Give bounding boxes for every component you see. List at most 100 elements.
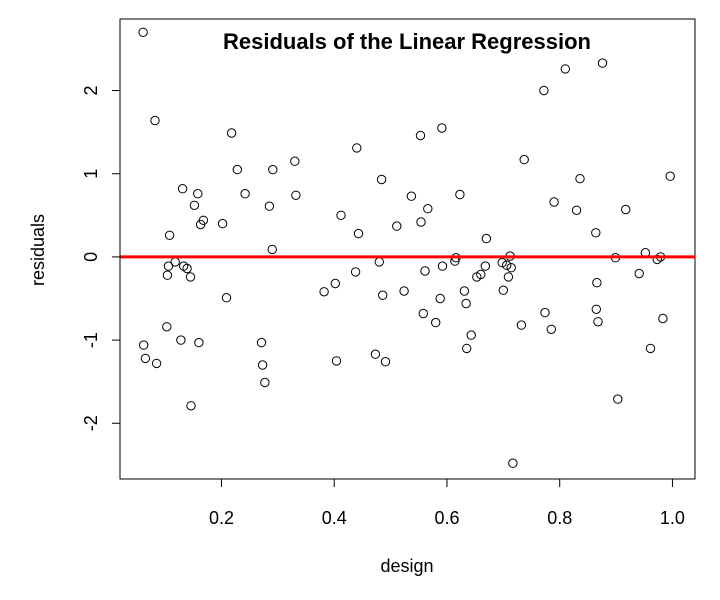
- data-point: [575, 174, 585, 184]
- data-point: [392, 221, 402, 231]
- data-point: [140, 353, 151, 364]
- data-point: [189, 200, 200, 211]
- data-point: [455, 189, 465, 200]
- data-point: [179, 261, 189, 271]
- data-point: [380, 357, 391, 367]
- data-point: [221, 293, 232, 303]
- data-point: [416, 217, 426, 227]
- data-point: [437, 261, 448, 271]
- data-point: [462, 343, 472, 354]
- data-point: [480, 261, 490, 271]
- data-point: [540, 307, 550, 318]
- y-tick-label: 0: [81, 252, 101, 262]
- data-point: [138, 27, 148, 37]
- data-point: [406, 191, 417, 201]
- data-point: [592, 278, 602, 288]
- data-point: [336, 210, 346, 221]
- x-axis: 0.2 0.4 0.6 0.8 1.0: [209, 478, 685, 528]
- data-point: [170, 257, 180, 267]
- data-point: [370, 349, 381, 359]
- x-tick-label: 0.4: [322, 508, 347, 528]
- data-point: [164, 230, 175, 241]
- data-point: [508, 458, 518, 468]
- data-point: [257, 360, 268, 370]
- data-point: [139, 340, 149, 350]
- y-axis-label: residuals: [28, 214, 48, 286]
- data-point: [256, 337, 267, 348]
- data-point: [658, 313, 668, 324]
- data-point: [437, 123, 447, 133]
- data-point: [597, 58, 608, 68]
- data-point: [217, 218, 228, 229]
- data-point: [571, 205, 582, 216]
- data-point: [420, 266, 430, 276]
- data-point: [519, 154, 529, 165]
- x-axis-label: design: [380, 556, 433, 576]
- data-point: [260, 377, 270, 388]
- data-point: [150, 115, 160, 126]
- data-point: [503, 272, 514, 282]
- data-point: [539, 85, 549, 96]
- data-point: [549, 197, 559, 207]
- data-point: [591, 228, 601, 238]
- data-point: [264, 201, 275, 211]
- x-tick-label: 0.8: [547, 508, 572, 528]
- data-point: [193, 189, 203, 199]
- data-point: [431, 317, 441, 328]
- plot-frame: [119, 18, 696, 480]
- data-point: [621, 204, 631, 215]
- data-point: [476, 269, 486, 280]
- data-point: [378, 290, 388, 300]
- data-point: [177, 184, 188, 194]
- data-point: [645, 343, 656, 354]
- x-tick-label: 1.0: [660, 508, 685, 528]
- data-point: [634, 268, 644, 279]
- data-point: [461, 298, 471, 309]
- data-point: [376, 174, 387, 185]
- data-point: [352, 143, 362, 153]
- data-point: [162, 270, 173, 280]
- data-point: [350, 267, 361, 277]
- y-tick-label: 2: [81, 86, 101, 96]
- data-point: [163, 261, 174, 271]
- data-point: [502, 260, 512, 270]
- data-point: [546, 324, 556, 334]
- data-point: [176, 335, 186, 345]
- data-point: [497, 258, 507, 268]
- data-point: [268, 164, 278, 175]
- data-point: [240, 189, 250, 199]
- data-point: [194, 337, 204, 348]
- data-point: [185, 272, 196, 282]
- data-point: [330, 278, 340, 289]
- data-point: [353, 228, 364, 239]
- data-point: [665, 171, 675, 181]
- data-point: [399, 286, 409, 296]
- data-point: [418, 308, 428, 319]
- y-tick-label: -2: [81, 415, 101, 431]
- data-point: [319, 287, 329, 297]
- data-point: [560, 64, 570, 74]
- data-point: [506, 263, 516, 273]
- data-point: [226, 128, 237, 138]
- data-point: [182, 263, 192, 274]
- data-point: [198, 215, 209, 226]
- y-tick-label: 1: [81, 169, 101, 179]
- data-point: [516, 320, 527, 330]
- x-tick-label: 0.2: [209, 508, 234, 528]
- y-axis: -2 -1 0 1 2: [81, 86, 121, 431]
- data-point: [232, 164, 243, 175]
- data-point: [498, 285, 508, 295]
- data-point: [162, 322, 172, 332]
- data-point: [593, 317, 603, 327]
- data-point: [331, 356, 342, 366]
- data-point: [652, 254, 662, 265]
- data-point: [459, 286, 470, 296]
- data-point: [613, 394, 623, 404]
- data-point: [291, 190, 301, 201]
- data-point: [435, 293, 445, 304]
- data-point: [267, 244, 277, 255]
- data-point: [591, 304, 601, 314]
- data-point: [374, 257, 384, 267]
- data-point: [423, 204, 433, 214]
